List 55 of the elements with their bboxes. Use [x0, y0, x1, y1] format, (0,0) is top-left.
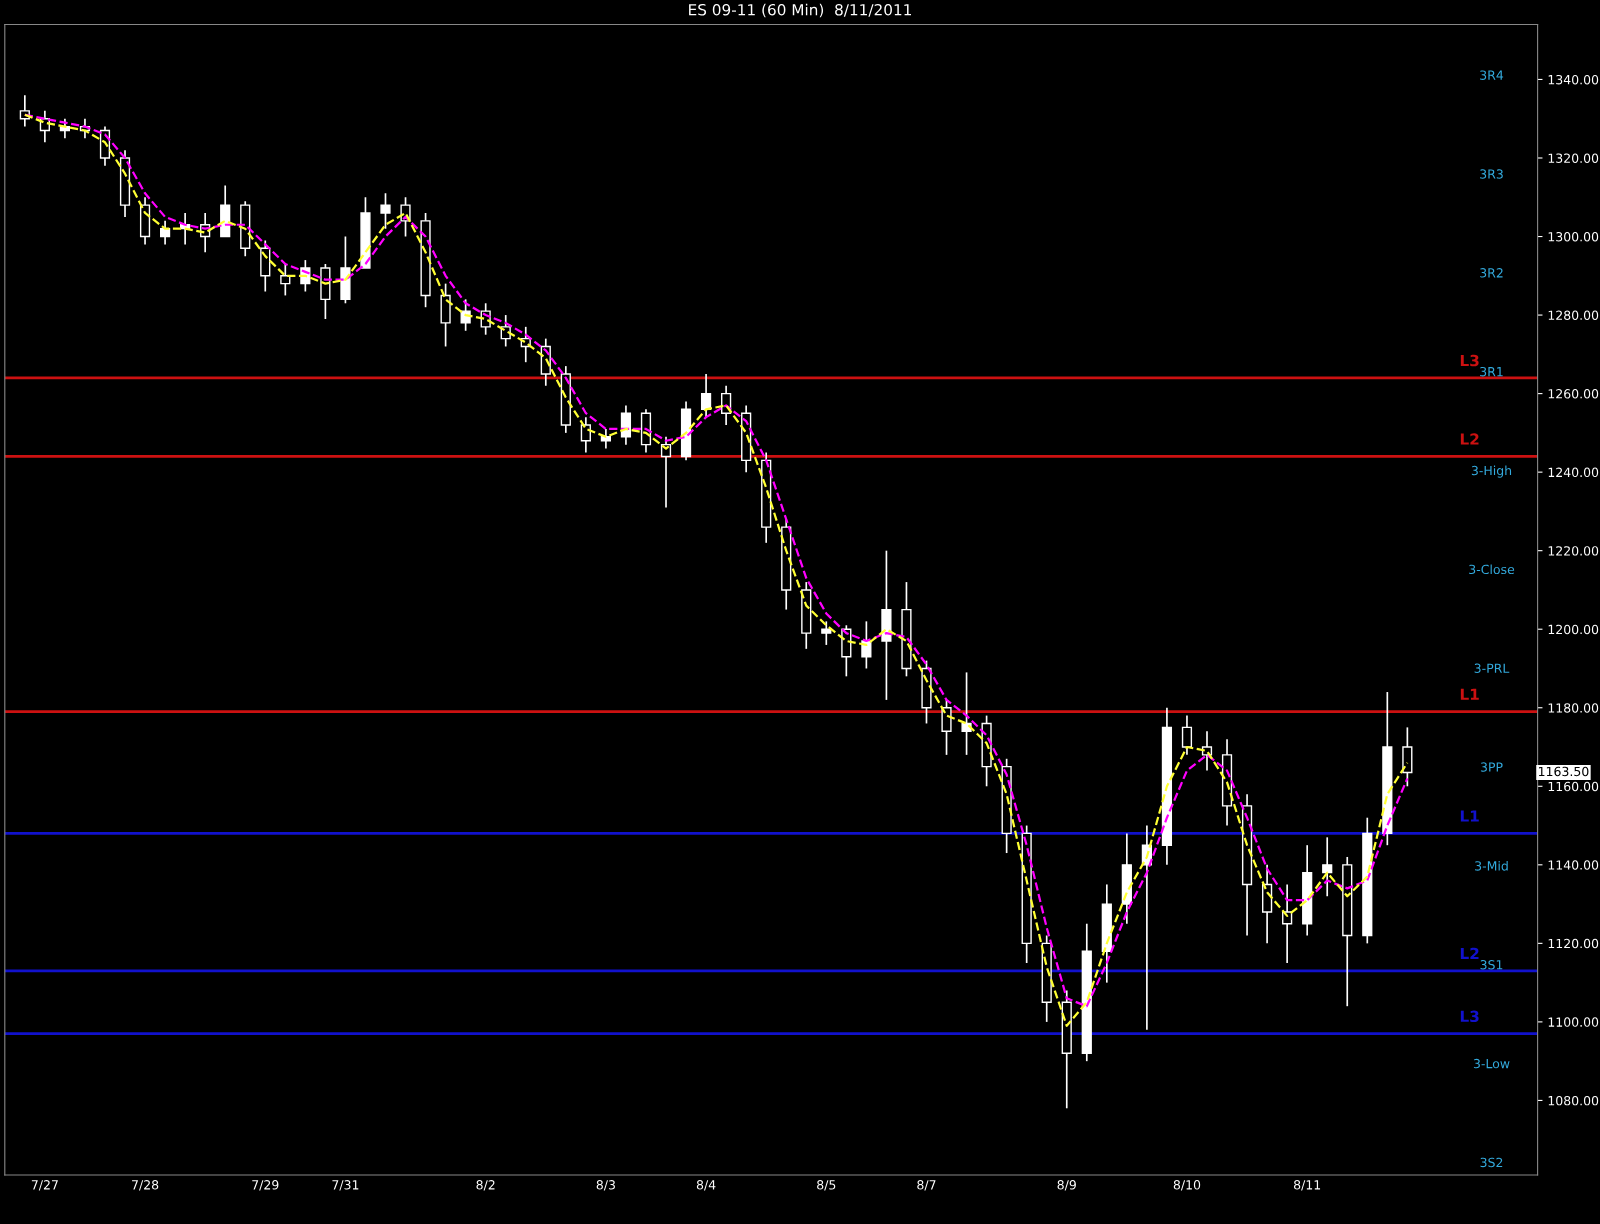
text: 3-Low: [1473, 1058, 1510, 1069]
x-tick-label: 8/5: [817, 1180, 836, 1191]
x-tick-label: 7/27: [31, 1180, 58, 1191]
text: 3S2: [1480, 1157, 1503, 1168]
y-tick-label: 1300.00: [1548, 232, 1599, 242]
y-tick-label: 1140.00: [1548, 860, 1599, 870]
text: 3-High: [1471, 465, 1512, 478]
x-tick-label: 8/2: [476, 1180, 495, 1191]
x-tick-label: 7/28: [132, 1180, 159, 1191]
text: 3R3: [1480, 169, 1503, 179]
x-tick-label: 7/31: [332, 1180, 359, 1191]
y-tick-label: 1260.00: [1548, 389, 1599, 399]
candlestick: [941, 699, 952, 756]
ref-line-label: L2: [1460, 947, 1479, 960]
y-tick-label: 1200.00: [1548, 624, 1599, 635]
x-tick-label: 8/4: [696, 1180, 716, 1191]
text: 3-PRL: [1474, 663, 1510, 673]
candlestick: [1322, 836, 1333, 898]
x-tick-label: 8/3: [596, 1180, 615, 1191]
ref-line-label: L1: [1460, 810, 1479, 822]
y-tick-label: 1160.00: [1548, 781, 1599, 792]
chart-title: ES 09-11 (60 Min) 8/11/2011: [689, 3, 912, 18]
y-tick-label: 1120.00: [1548, 938, 1599, 949]
candlestick: [460, 298, 471, 332]
ref-line-label: L1: [1460, 688, 1479, 700]
x-tick-label: 8/10: [1173, 1180, 1201, 1191]
ref-line-label: L2: [1460, 433, 1479, 445]
y-tick-label: 1220.00: [1548, 546, 1599, 556]
text: 3R1: [1480, 366, 1503, 377]
y-tick-label: 1320.00: [1548, 153, 1599, 163]
candlestick: [821, 620, 832, 646]
text: 3-Mid: [1475, 860, 1508, 871]
y-tick-label: 1100.00: [1548, 1017, 1599, 1027]
x-tick-label: 7/29: [252, 1180, 279, 1191]
candlestick: [380, 192, 391, 230]
text: 3PP: [1480, 762, 1503, 772]
y-tick-label: 1340.00: [1548, 74, 1599, 85]
y-tick-label: 1080.00: [1548, 1095, 1599, 1106]
x-tick-label: 8/11: [1293, 1180, 1321, 1191]
ref-line-label: L3: [1460, 1010, 1479, 1023]
y-tick-label: 1240.00: [1548, 467, 1599, 478]
text: 1163.50: [1538, 766, 1589, 777]
text: 3R4: [1480, 70, 1504, 80]
text: 3-Close: [1469, 564, 1515, 575]
candlestick: [961, 671, 972, 756]
candlestick: [700, 373, 712, 418]
candlestick: [1181, 714, 1193, 756]
text: 3S1: [1480, 960, 1503, 970]
x-tick-label: 8/9: [1057, 1180, 1076, 1191]
text: 3R2: [1480, 268, 1503, 278]
x-tick-label: 8/7: [917, 1180, 936, 1191]
y-tick-label: 1280.00: [1548, 310, 1599, 320]
y-tick-label: 1180.00: [1548, 703, 1599, 713]
ref-line-label: L3: [1460, 354, 1479, 367]
candlestick: [280, 263, 291, 297]
